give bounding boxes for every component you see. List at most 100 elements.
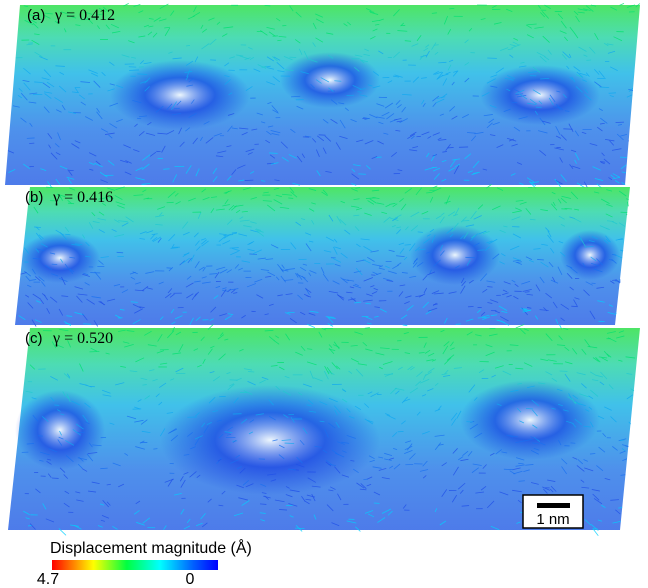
displacement-vector <box>65 233 71 236</box>
displacement-vector <box>472 463 482 466</box>
displacement-vector <box>222 240 231 245</box>
displacement-vector <box>512 233 522 239</box>
displacement-vector <box>580 479 585 483</box>
displacement-vector <box>475 491 485 494</box>
displacement-vector <box>557 403 563 407</box>
displacement-vector <box>30 279 37 281</box>
displacement-vector <box>77 293 88 296</box>
colorbar-title: Displacement magnitude (Å) <box>50 538 252 557</box>
displacement-vector <box>305 232 312 236</box>
displacement-vector <box>393 118 402 121</box>
displacement-vector <box>32 257 42 260</box>
displacement-vector <box>159 362 168 365</box>
displacement-vector <box>201 188 207 193</box>
displacement-vector <box>613 36 623 42</box>
displacement-vector <box>148 369 155 372</box>
displacement-vector <box>209 371 215 374</box>
displacement-vector <box>518 480 525 482</box>
displacement-vector <box>40 168 47 172</box>
displacement-vector <box>48 448 58 453</box>
displacement-vector <box>573 66 581 72</box>
displacement-vector <box>442 151 447 153</box>
displacement-vector <box>592 528 599 536</box>
displacement-vector <box>158 212 163 217</box>
displacement-vector <box>377 140 384 145</box>
displacement-vector <box>422 301 430 309</box>
displacement-vector <box>123 3 129 7</box>
displacement-vector <box>433 303 438 306</box>
vortex <box>110 60 250 130</box>
displacement-vector <box>464 77 470 83</box>
displacement-vector <box>401 420 406 425</box>
displacement-vector <box>425 152 430 158</box>
displacement-vector <box>620 164 627 170</box>
displacement-vector <box>80 101 86 106</box>
displacement-vector <box>433 292 444 295</box>
displacement-vector <box>175 331 182 336</box>
displacement-vector <box>269 415 276 421</box>
displacement-vector <box>190 446 196 450</box>
displacement-vector <box>359 59 365 64</box>
displacement-vector <box>316 135 325 142</box>
displacement-vector <box>489 452 495 456</box>
displacement-vector <box>451 228 456 232</box>
displacement-vector <box>350 344 358 347</box>
displacement-vector <box>496 319 502 322</box>
displacement-vector <box>378 467 387 471</box>
displacement-vector <box>105 352 110 355</box>
displacement-vector <box>372 197 380 200</box>
displacement-vector <box>630 388 635 392</box>
displacement-vector <box>421 431 430 435</box>
displacement-vector <box>584 94 592 101</box>
displacement-vector <box>224 338 229 341</box>
displacement-vector <box>330 118 338 124</box>
displacement-vector <box>112 462 121 467</box>
displacement-vector <box>266 56 275 62</box>
displacement-vector <box>66 315 73 317</box>
displacement-vector <box>150 233 156 240</box>
displacement-vector <box>83 272 89 276</box>
displacement-vector <box>526 385 535 389</box>
displacement-vector <box>397 169 403 172</box>
displacement-vector <box>544 56 550 61</box>
displacement-vector <box>159 428 166 437</box>
displacement-vector <box>471 171 480 176</box>
displacement-vector <box>447 64 452 71</box>
displacement-vector <box>230 289 236 294</box>
displacement-vector <box>39 56 48 61</box>
displacement-vector <box>93 320 99 327</box>
displacement-vector <box>511 279 516 283</box>
displacement-vector <box>574 297 580 300</box>
displacement-vector <box>319 401 328 406</box>
displacement-vector <box>71 143 80 149</box>
displacement-vector <box>43 14 51 19</box>
displacement-vector <box>194 437 201 446</box>
displacement-vector <box>540 12 546 18</box>
displacement-vector <box>221 33 228 37</box>
displacement-vector <box>132 271 138 275</box>
displacement-vector <box>515 207 521 211</box>
displacement-vector <box>351 188 358 192</box>
displacement-vector <box>453 165 460 175</box>
displacement-vector <box>72 429 81 436</box>
displacement-vector <box>484 246 490 251</box>
displacement-vector <box>543 307 548 312</box>
displacement-vector <box>170 308 175 314</box>
displacement-vector <box>532 409 538 417</box>
displacement-vector <box>98 7 107 12</box>
displacement-vector <box>114 195 123 200</box>
displacement-vector <box>238 267 244 271</box>
displacement-vector <box>265 139 271 144</box>
displacement-vector <box>307 399 314 405</box>
displacement-vector <box>281 264 285 269</box>
displacement-vector <box>391 152 397 158</box>
displacement-vector <box>431 290 440 294</box>
displacement-vector <box>486 240 493 244</box>
displacement-vector <box>332 280 340 285</box>
displacement-vector <box>245 86 253 92</box>
displacement-vector <box>185 60 194 66</box>
displacement-vector <box>339 119 346 129</box>
displacement-vector <box>261 65 267 68</box>
displacement-vector <box>51 341 57 349</box>
displacement-vector <box>520 61 525 64</box>
